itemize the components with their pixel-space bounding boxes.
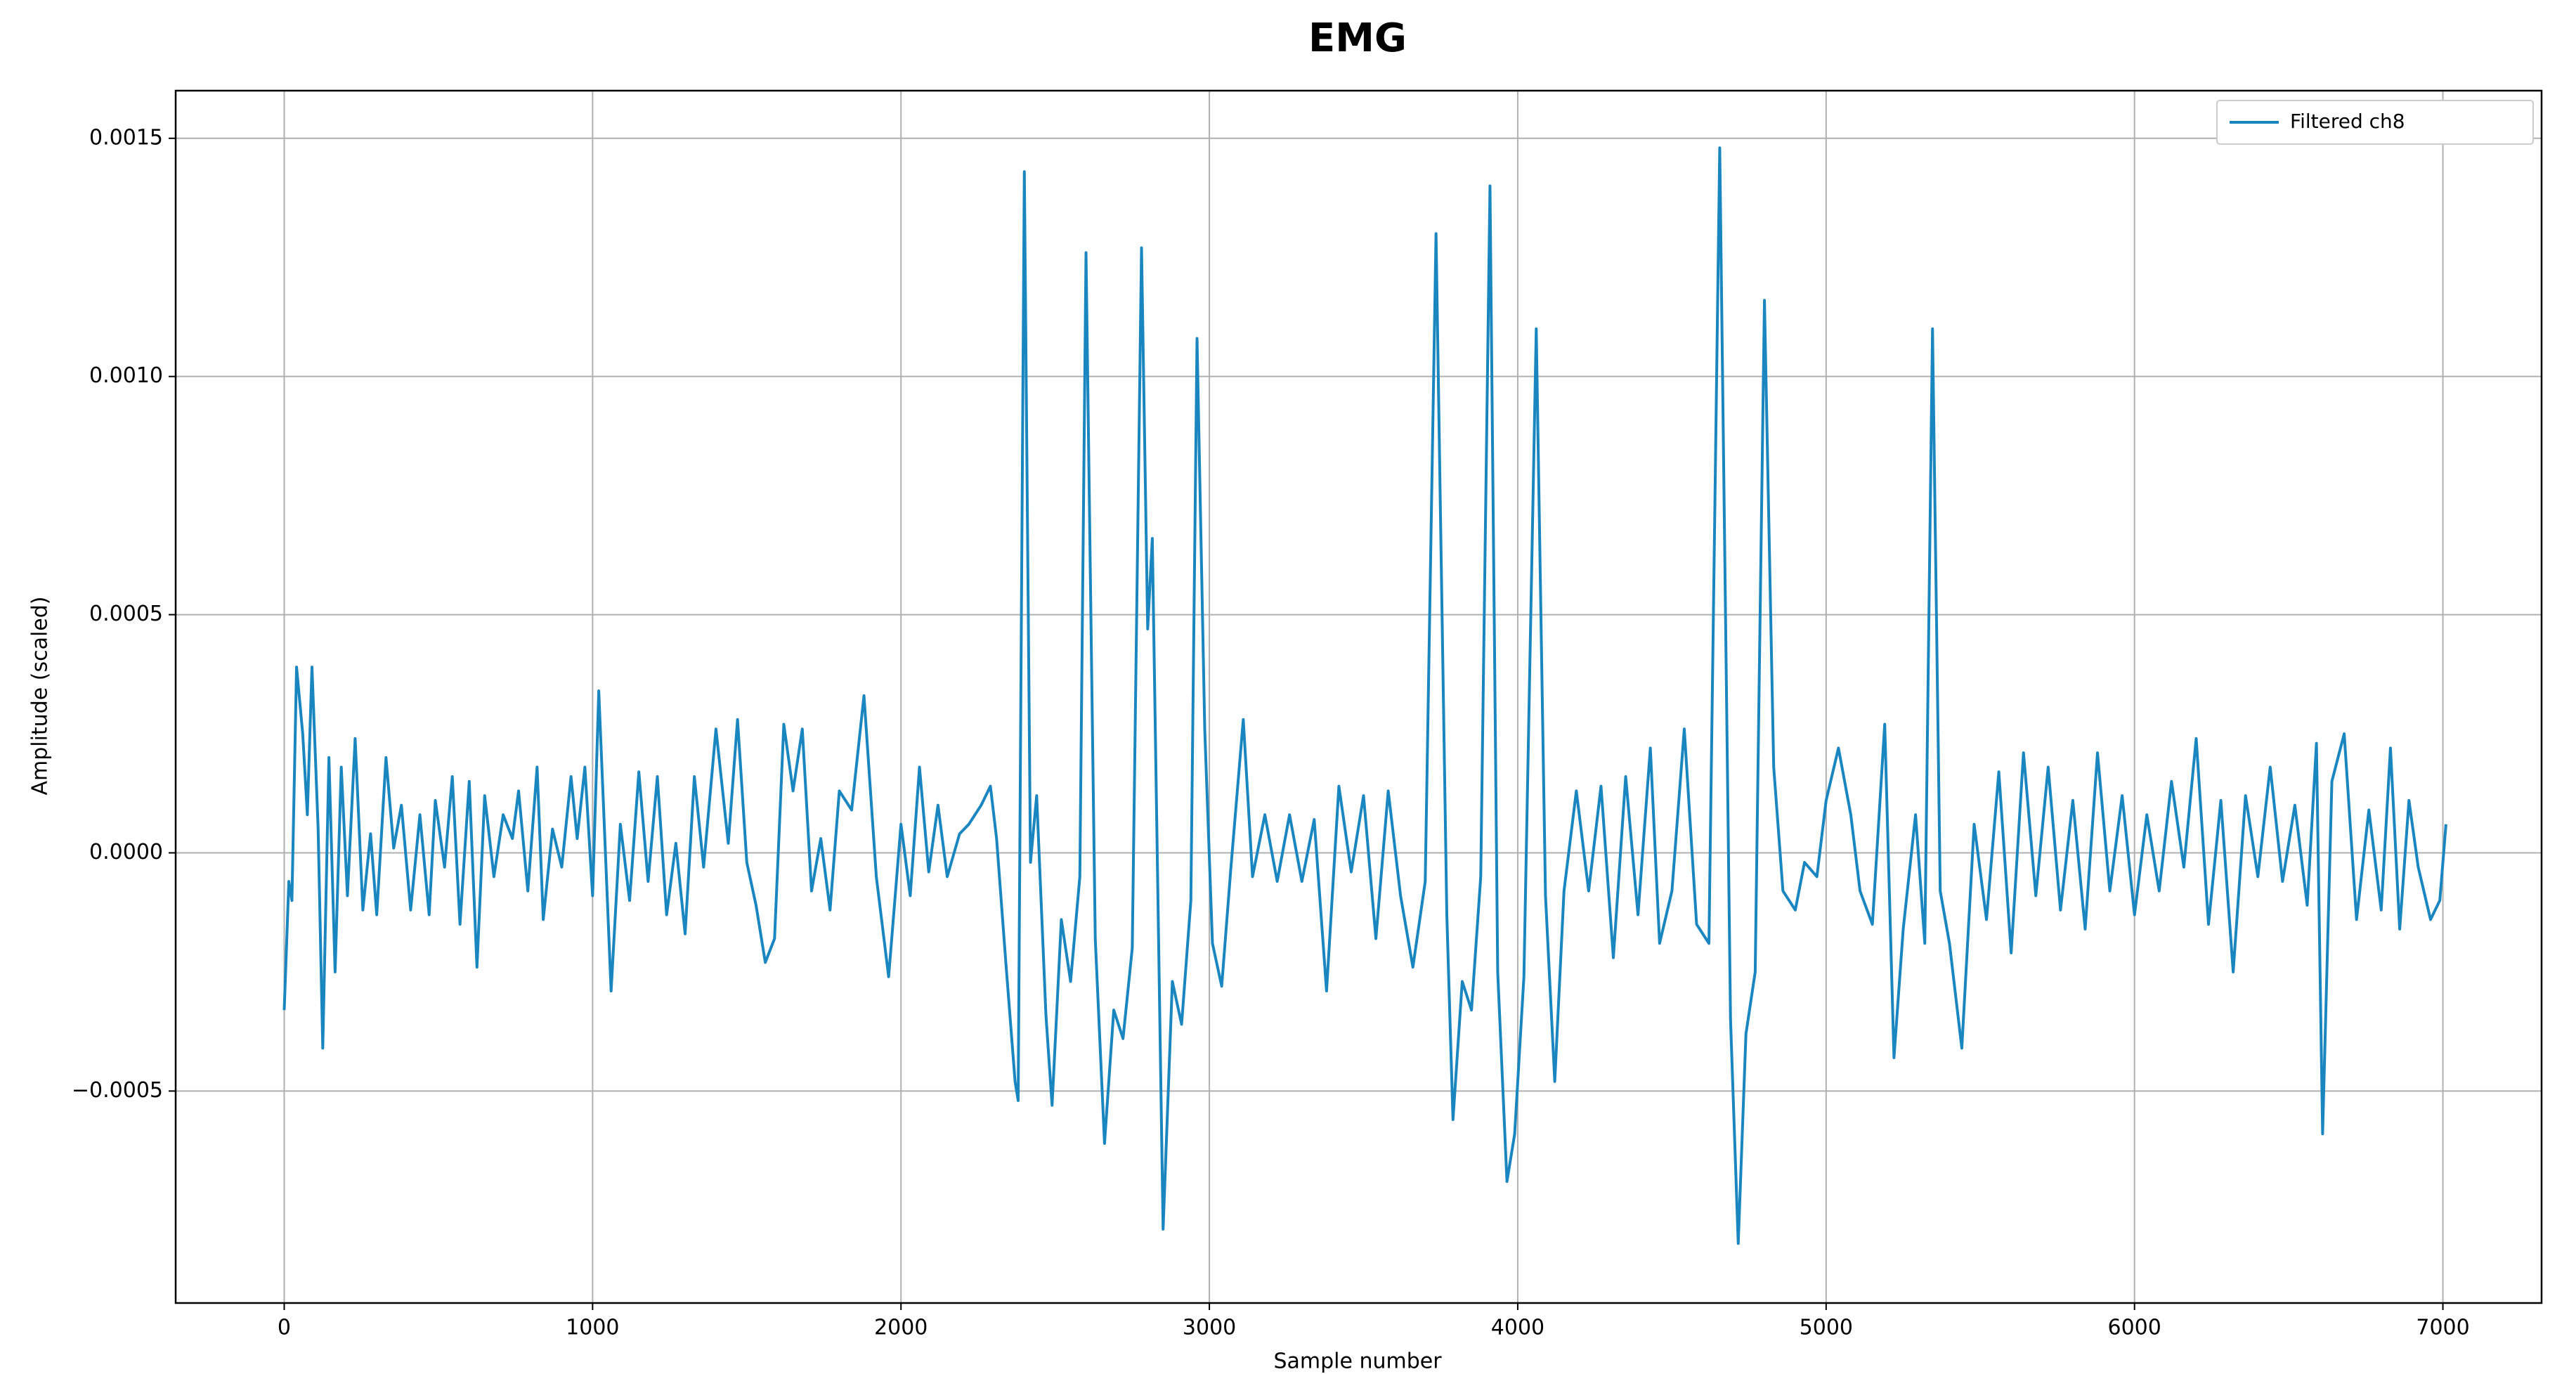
data-line xyxy=(282,146,2447,1245)
x-tick-label: 6000 xyxy=(2108,1316,2161,1340)
plot-frame xyxy=(174,89,2543,1304)
y-tick-label: 0.0005 xyxy=(89,602,163,626)
y-tick-label: 0.0000 xyxy=(89,840,163,864)
legend-box xyxy=(2216,100,2534,145)
x-tick-label: 0 xyxy=(278,1316,291,1340)
chart-title: EMG xyxy=(1308,15,1407,61)
y-tick-label: 0.0010 xyxy=(89,363,163,388)
x-axis-label: Sample number xyxy=(1273,1349,1442,1374)
legend-label: Filtered ch8 xyxy=(2290,110,2405,133)
x-tick-label: 2000 xyxy=(874,1316,928,1340)
x-tick-label: 4000 xyxy=(1491,1316,1544,1340)
y-tick-label: 0.0015 xyxy=(89,125,163,150)
y-axis-label: Amplitude (scaled) xyxy=(28,596,53,795)
x-tick-label: 1000 xyxy=(566,1316,619,1340)
x-tick-label: 3000 xyxy=(1183,1316,1236,1340)
x-tick-label: 5000 xyxy=(1800,1316,1853,1340)
x-tick-label: 7000 xyxy=(2416,1316,2469,1340)
y-tick-label: −0.0005 xyxy=(72,1078,163,1103)
